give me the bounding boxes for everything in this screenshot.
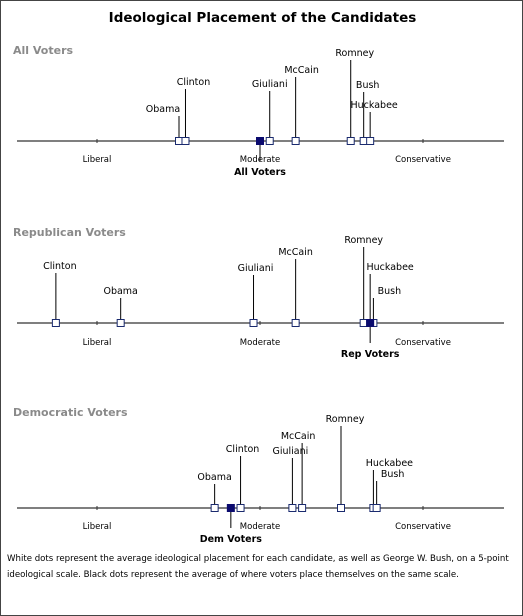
candidate-label: Obama bbox=[103, 286, 137, 297]
candidate-label: Romney bbox=[326, 414, 365, 425]
tick-label: Conservative bbox=[395, 522, 451, 532]
voter-label: Rep Voters bbox=[341, 349, 400, 360]
candidate-label: Bush bbox=[381, 469, 405, 480]
candidate-point bbox=[291, 319, 300, 327]
candidate-point bbox=[236, 504, 245, 512]
candidate-label: Clinton bbox=[43, 261, 77, 272]
tick-label: Conservative bbox=[395, 155, 451, 165]
candidate-label: Bush bbox=[356, 80, 380, 91]
candidate-label: Obama bbox=[197, 472, 231, 483]
candidate-label: Giuliani bbox=[238, 263, 274, 274]
candidate-label: Bush bbox=[378, 286, 402, 297]
candidate-label: Clinton bbox=[177, 77, 211, 88]
candidate-label: Huckabee bbox=[367, 262, 414, 273]
candidate-label: Giuliani bbox=[273, 446, 309, 457]
voter-label: All Voters bbox=[234, 167, 286, 178]
panel-title: All Voters bbox=[13, 44, 73, 57]
candidate-point bbox=[265, 137, 274, 145]
voter-point bbox=[226, 504, 235, 512]
candidate-point bbox=[51, 319, 60, 327]
candidate-point bbox=[359, 319, 368, 327]
tick-label: Liberal bbox=[83, 522, 112, 532]
chart-title: Ideological Placement of the Candidates bbox=[108, 10, 417, 26]
candidate-point bbox=[372, 504, 381, 512]
candidate-label: McCain bbox=[284, 65, 319, 76]
tick-label: Liberal bbox=[83, 155, 112, 165]
candidate-point bbox=[288, 504, 297, 512]
candidate-label: McCain bbox=[278, 247, 313, 258]
tick-label: Moderate bbox=[240, 338, 280, 348]
chart-svg: All Voters Liberal Moderate Conservative Oba… bbox=[13, 44, 504, 545]
panel-title: Republican Voters bbox=[13, 226, 126, 239]
candidate-point bbox=[337, 504, 345, 512]
candidate-label: Giuliani bbox=[252, 79, 288, 90]
voter-label: Dem Voters bbox=[200, 534, 263, 545]
footnote: White dots represent the average ideolog… bbox=[7, 554, 509, 580]
candidate-point bbox=[366, 137, 375, 145]
panel-title: Democratic Voters bbox=[13, 406, 128, 419]
candidate-point bbox=[298, 504, 307, 512]
tick-label: Liberal bbox=[83, 338, 112, 348]
candidate-point bbox=[116, 319, 125, 327]
voter-point bbox=[366, 319, 375, 327]
candidate-point bbox=[346, 137, 355, 145]
candidate-point bbox=[359, 137, 368, 145]
candidate-point bbox=[175, 137, 183, 145]
candidate-label: McCain bbox=[281, 431, 316, 442]
voter-point bbox=[256, 137, 264, 145]
candidate-label: Obama bbox=[146, 104, 180, 115]
candidate-label: Romney bbox=[335, 48, 374, 59]
candidate-label: Huckabee bbox=[366, 458, 413, 469]
candidate-point bbox=[181, 137, 190, 145]
tick-label: Conservative bbox=[395, 338, 451, 348]
candidate-point bbox=[249, 319, 258, 327]
tick-label: Moderate bbox=[240, 522, 280, 532]
candidate-label: Clinton bbox=[226, 444, 260, 455]
candidate-point bbox=[210, 504, 219, 512]
candidate-label: Huckabee bbox=[351, 100, 398, 111]
candidate-label: Romney bbox=[344, 235, 383, 246]
candidate-point bbox=[291, 137, 300, 145]
